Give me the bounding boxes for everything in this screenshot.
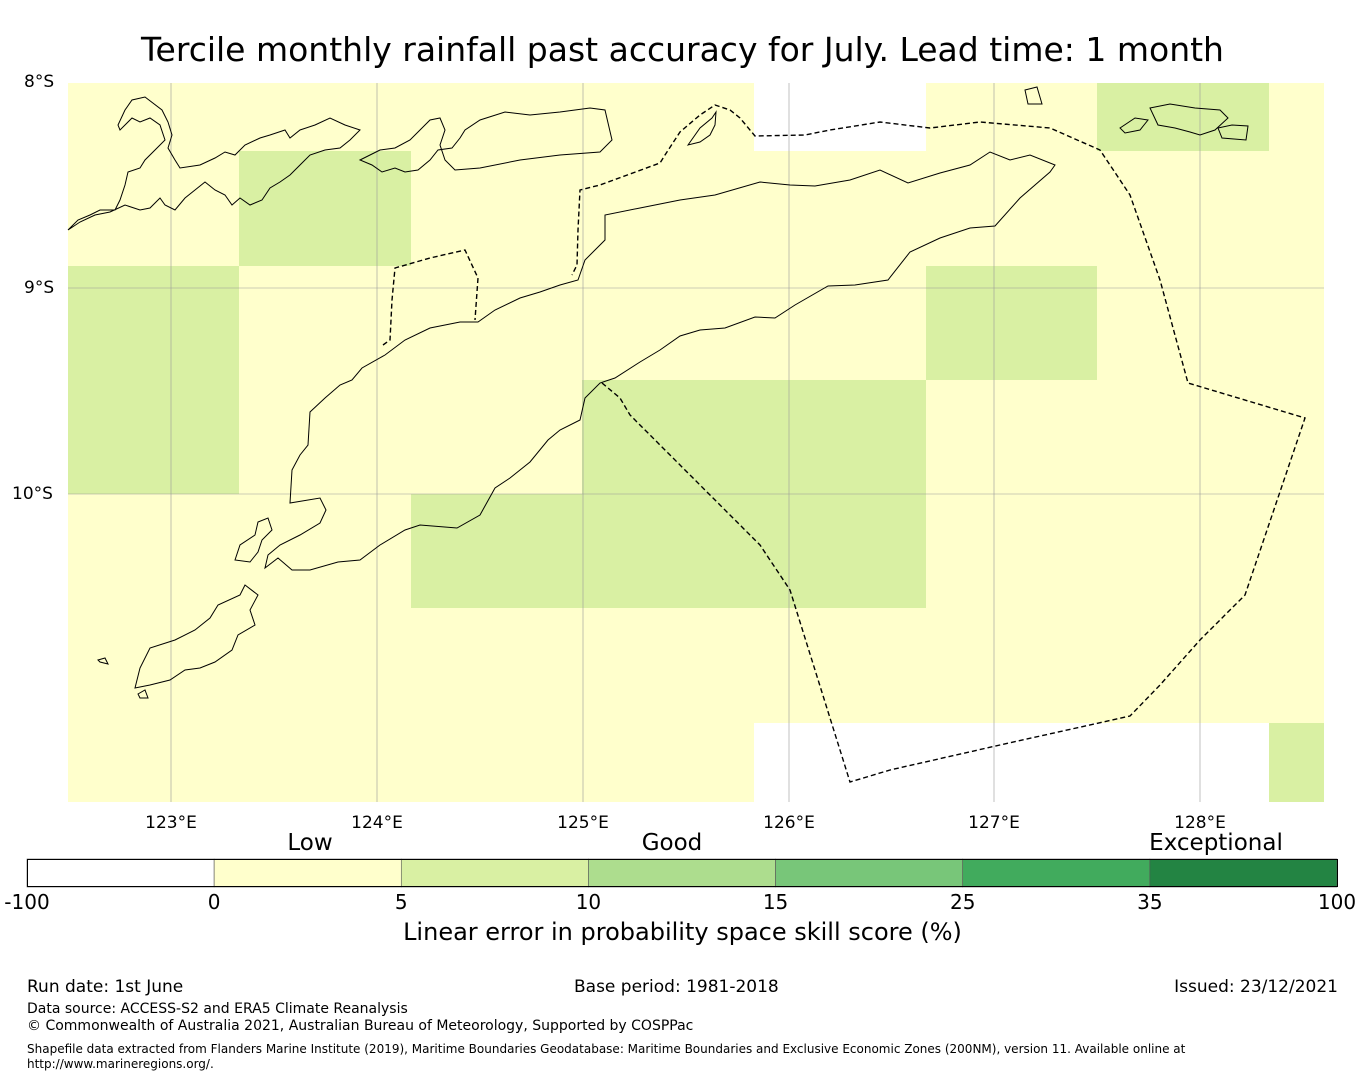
good-cell — [582, 380, 926, 494]
lon-label-127e: 127°E — [968, 813, 1020, 833]
base-period: Base period: 1981-2018 — [574, 977, 779, 997]
small-island — [137, 689, 149, 699]
wetar-island — [686, 110, 717, 146]
babar-island-2 — [1119, 117, 1149, 134]
colorbar-segment — [213, 858, 402, 888]
lat-label-8s: 8°S — [24, 72, 55, 92]
eez-boundary-east — [571, 104, 1306, 783]
lon-label-125e: 125°E — [557, 813, 609, 833]
good-cell — [926, 266, 1097, 380]
colorbar-tick-label: 0 — [207, 890, 221, 914]
colorbar-tick-label: 100 — [1317, 890, 1357, 914]
lon-label-123e: 123°E — [145, 813, 197, 833]
copyright: © Commonwealth of Australia 2021, Austra… — [27, 1018, 694, 1034]
colorbar-segment — [26, 858, 215, 888]
timor-island — [264, 151, 1056, 571]
map-title: Tercile monthly rainfall past accuracy f… — [141, 30, 1224, 69]
lon-label-126e: 126°E — [763, 813, 815, 833]
graticule — [68, 83, 1324, 802]
good-cell — [239, 151, 411, 266]
sawu-island — [134, 584, 259, 689]
rote-island — [234, 517, 273, 563]
colorbar-segment — [1149, 858, 1338, 888]
lat-label-10s: 10°S — [12, 484, 53, 504]
alor-island — [358, 107, 613, 173]
colorbar-tick-label: 5 — [394, 890, 408, 914]
lon-label-124e: 124°E — [351, 813, 403, 833]
colorbar-segment — [775, 858, 964, 888]
lon-label-128e: 128°E — [1174, 813, 1226, 833]
lat-label-9s: 9°S — [24, 278, 55, 298]
good-cell — [1269, 723, 1324, 802]
skill-score-map — [67, 83, 1324, 802]
colorbar-category-low: Low — [287, 830, 333, 856]
colorbar-tick-label: 15 — [762, 890, 789, 914]
colorbar-segment — [400, 858, 589, 888]
good-cell — [68, 266, 239, 494]
babar-island — [1149, 103, 1229, 136]
colorbar-tick-label: -100 — [4, 890, 50, 914]
colorbar-tick-label: 10 — [575, 890, 602, 914]
missing-cell — [754, 83, 926, 151]
colorbar-category-good: Good — [641, 830, 703, 856]
colorbar-label: Linear error in probability space skill … — [403, 918, 962, 946]
issued-date: Issued: 23/12/2021 — [1174, 977, 1338, 997]
colorbar — [26, 858, 1338, 888]
small-island — [97, 657, 109, 665]
data-source: Data source: ACCESS-S2 and ERA5 Climate … — [27, 1001, 408, 1017]
shapefile-credit: Shapefile data extracted from Flanders M… — [27, 1042, 1186, 1071]
run-date: Run date: 1st June — [27, 977, 184, 997]
colorbar-tick-label: 25 — [949, 890, 976, 914]
babar-island-3 — [1217, 124, 1249, 141]
colorbar-segment — [588, 858, 776, 888]
maritime-boundary — [382, 104, 1306, 783]
missing-cell — [754, 723, 1269, 802]
oecusse-boundary — [382, 249, 479, 346]
coastlines — [67, 86, 1249, 699]
colorbar-segment — [962, 858, 1151, 888]
colorbar-tick-label: 35 — [1137, 890, 1163, 914]
colorbar-category-exceptional: Exceptional — [1149, 830, 1283, 856]
good-cell — [411, 494, 926, 608]
flores-coast — [67, 96, 361, 231]
islet — [1024, 86, 1043, 105]
